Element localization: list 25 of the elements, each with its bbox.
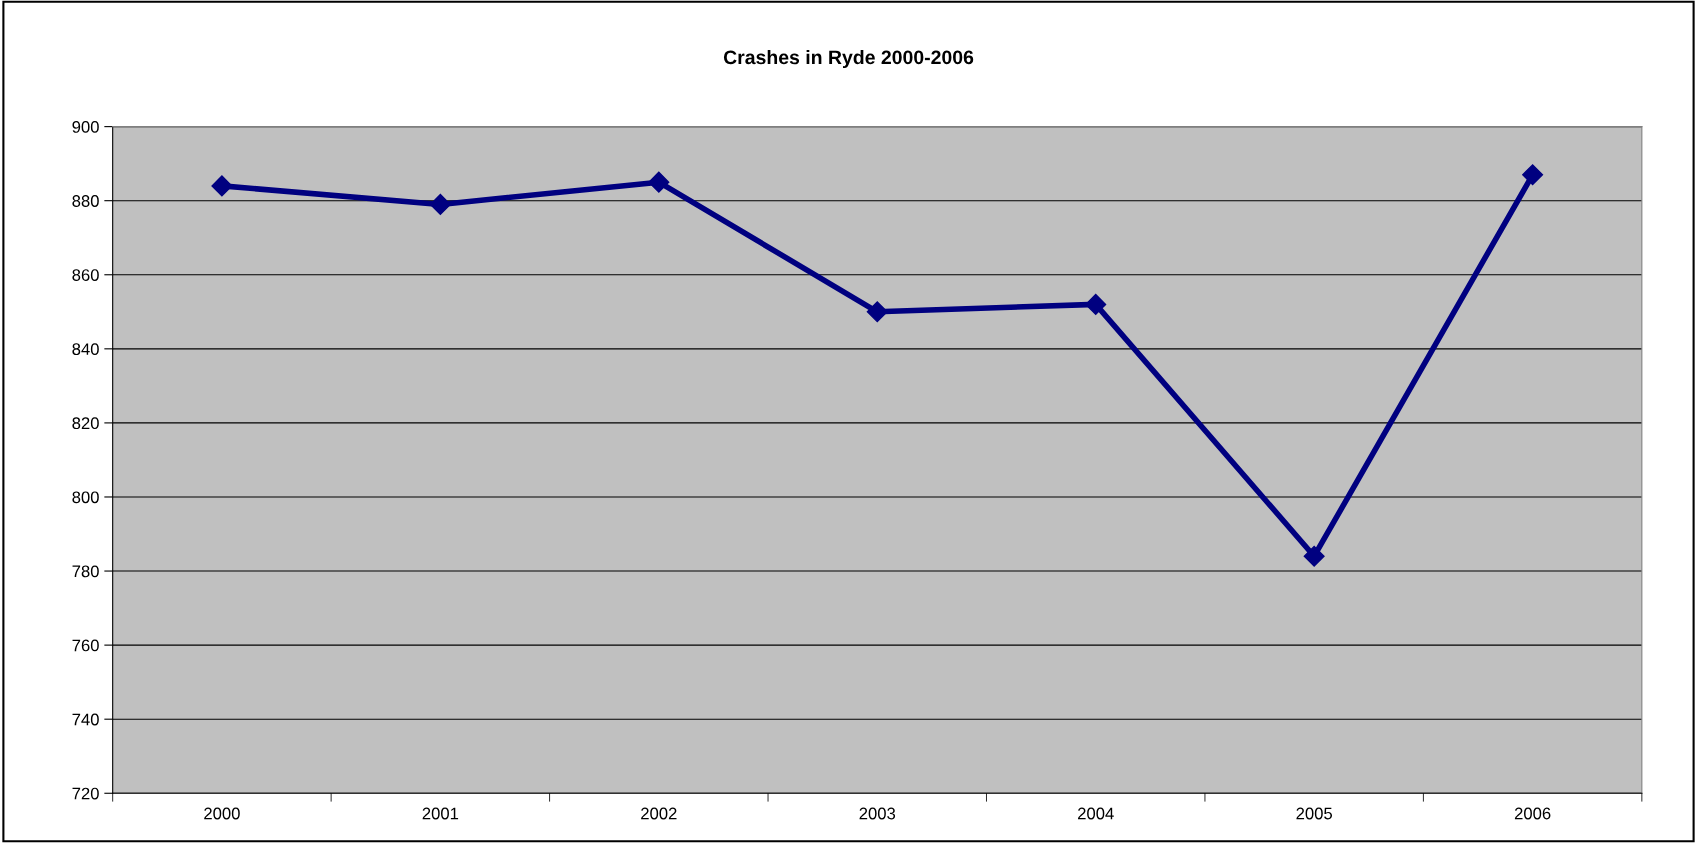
y-tick-label: 900 bbox=[72, 121, 99, 133]
point bbox=[1303, 545, 1325, 567]
y-tick-label: 800 bbox=[72, 491, 99, 504]
point bbox=[866, 301, 888, 323]
y-tick-label: 720 bbox=[72, 787, 99, 800]
y-tick-label: 880 bbox=[72, 195, 99, 207]
x-tick-label: 2000 bbox=[204, 807, 240, 820]
x-tick-label: 2004 bbox=[1078, 807, 1114, 820]
chart-title: Crashes in Ryde 2000-2006 bbox=[723, 49, 974, 69]
x-tick-label: 2001 bbox=[422, 807, 459, 820]
y-tick-label: 860 bbox=[72, 269, 99, 281]
y-tick-label: 760 bbox=[72, 639, 99, 652]
x-tick-label: 2006 bbox=[1514, 807, 1551, 820]
point bbox=[1085, 293, 1107, 315]
y-tick-label: 840 bbox=[72, 343, 99, 356]
point bbox=[211, 175, 233, 197]
y-tick-label: 780 bbox=[72, 565, 99, 578]
point bbox=[429, 193, 451, 215]
x-tick-label: 2002 bbox=[641, 807, 677, 820]
point bbox=[648, 171, 670, 193]
x-tick-label: 2005 bbox=[1296, 807, 1333, 820]
y-tick-label: 740 bbox=[72, 713, 99, 726]
x-tick-label: 2003 bbox=[859, 807, 896, 820]
point bbox=[1522, 164, 1544, 186]
y-tick-label: 820 bbox=[72, 417, 99, 430]
